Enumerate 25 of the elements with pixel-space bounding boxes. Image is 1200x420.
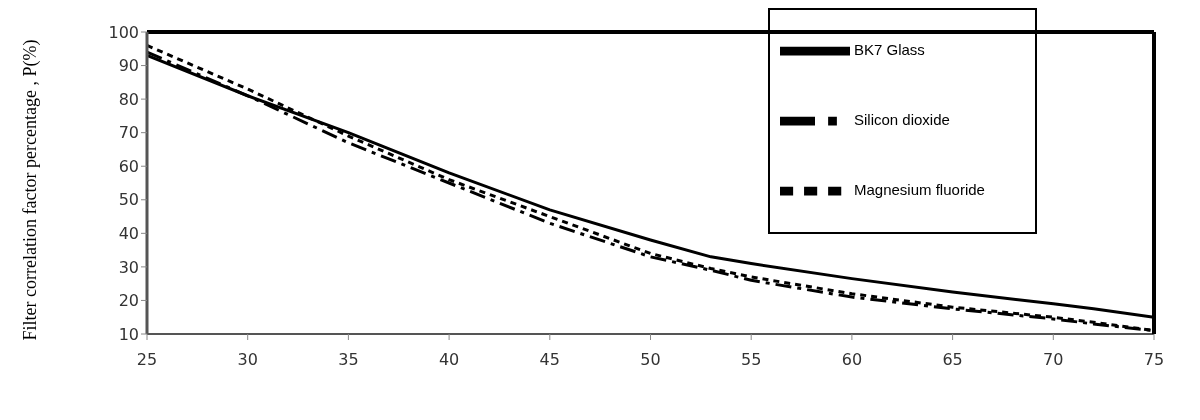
x-tick-label: 25	[136, 350, 158, 370]
x-tick-label: 40	[438, 350, 460, 370]
y-tick-label: 60	[118, 156, 139, 176]
y-tick-label: 90	[118, 56, 139, 76]
legend-label: Magnesium fluoride	[854, 180, 985, 198]
x-tick-label: 75	[1143, 350, 1165, 370]
x-tick-label: 30	[237, 350, 258, 370]
x-tick-label: 65	[942, 350, 963, 370]
x-tick-label: 45	[539, 350, 560, 370]
y-tick-label: 80	[118, 89, 139, 109]
legend-label: BK7 Glass	[854, 40, 925, 58]
x-tick-label: 55	[741, 350, 762, 370]
y-tick-label: 70	[118, 123, 139, 143]
y-tick-label: 30	[118, 257, 139, 277]
x-tick-label: 60	[841, 350, 863, 370]
y-tick-label: 100	[108, 22, 139, 42]
x-tick-label: 35	[338, 350, 359, 370]
y-tick-label: 20	[118, 291, 139, 311]
y-tick-label: 40	[118, 224, 139, 244]
x-tick-label: 70	[1043, 350, 1064, 370]
y-tick-label: 50	[118, 190, 139, 210]
x-tick-label: 50	[640, 350, 661, 370]
legend-label: Silicon dioxide	[854, 110, 950, 128]
y-tick-label: 10	[118, 324, 139, 344]
y-axis-title: Filter correlation factor percentage , P(%)	[19, 38, 41, 343]
